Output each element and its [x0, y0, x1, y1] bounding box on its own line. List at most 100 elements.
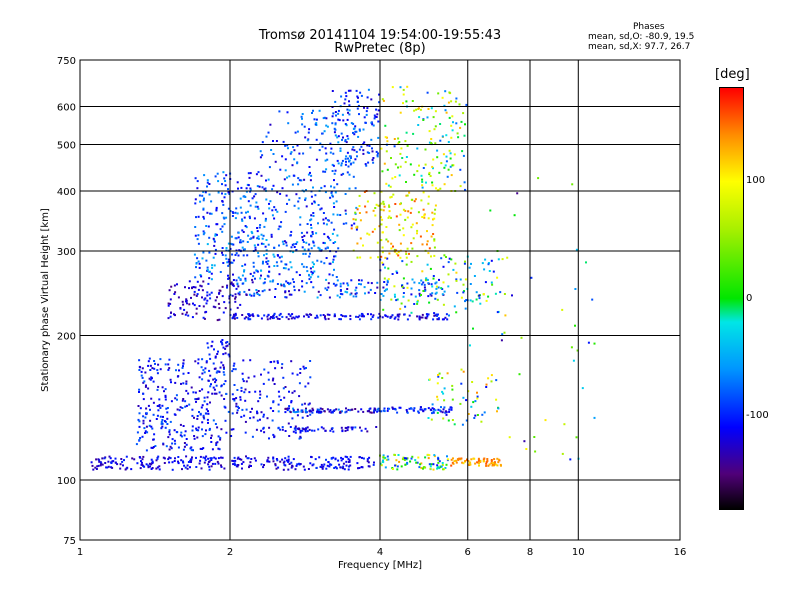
data-point	[406, 144, 409, 147]
data-point	[443, 166, 446, 169]
data-point	[244, 277, 247, 280]
data-point	[334, 134, 337, 137]
data-point	[424, 317, 427, 319]
data-point	[285, 194, 288, 197]
data-point	[490, 374, 493, 377]
data-point	[424, 163, 427, 166]
data-point	[254, 246, 257, 249]
data-point	[459, 402, 462, 405]
data-point	[347, 284, 350, 287]
data-point	[267, 456, 270, 459]
data-point	[353, 222, 356, 225]
data-point	[203, 231, 206, 234]
data-point	[259, 418, 261, 421]
data-point	[286, 281, 289, 284]
data-point	[239, 206, 242, 209]
data-point	[530, 276, 533, 279]
data-point	[461, 150, 464, 153]
data-point	[508, 436, 511, 439]
data-point	[426, 315, 429, 318]
data-point	[340, 426, 343, 429]
data-point	[283, 285, 286, 288]
data-point	[366, 232, 369, 235]
data-point	[411, 455, 414, 458]
data-point	[397, 137, 400, 140]
data-point	[476, 391, 478, 394]
data-point	[262, 415, 265, 418]
data-point	[296, 144, 299, 147]
data-point	[197, 234, 200, 237]
data-point	[334, 123, 337, 126]
data-point	[292, 281, 295, 283]
data-point	[481, 413, 484, 416]
data-point	[356, 462, 359, 465]
data-point	[334, 100, 337, 103]
data-point	[277, 254, 279, 257]
data-point	[222, 262, 225, 264]
data-point	[377, 120, 380, 123]
data-point	[427, 202, 430, 205]
data-point	[388, 210, 391, 213]
data-point	[155, 459, 158, 462]
data-point	[463, 262, 466, 265]
data-point	[249, 411, 252, 413]
data-point	[447, 419, 450, 422]
data-point	[294, 431, 297, 434]
data-point	[239, 239, 242, 242]
data-point	[309, 219, 312, 222]
data-point	[232, 279, 235, 281]
data-point	[247, 318, 250, 321]
data-point	[289, 261, 292, 264]
data-point	[342, 462, 345, 465]
data-point	[490, 380, 493, 383]
data-point	[95, 458, 98, 461]
data-point	[387, 407, 389, 410]
data-point	[348, 173, 351, 176]
data-point	[261, 237, 264, 240]
data-point	[201, 404, 204, 407]
data-point	[177, 375, 180, 378]
data-point	[183, 464, 186, 467]
data-point	[207, 410, 209, 413]
data-point	[199, 459, 202, 462]
data-point	[260, 174, 263, 177]
data-point	[373, 228, 376, 231]
data-point	[406, 286, 409, 289]
data-point	[576, 349, 579, 352]
data-point	[263, 188, 266, 191]
data-point	[371, 150, 374, 153]
data-point	[144, 432, 147, 434]
data-point	[325, 223, 328, 226]
data-point	[421, 180, 424, 183]
data-point	[445, 410, 447, 413]
data-point	[447, 101, 450, 104]
data-point	[380, 223, 383, 226]
data-point	[340, 132, 343, 135]
data-point	[183, 442, 186, 444]
data-point	[503, 293, 506, 295]
data-point	[284, 210, 287, 213]
data-point	[316, 259, 319, 262]
data-point	[260, 242, 263, 245]
data-point	[173, 293, 176, 295]
data-point	[503, 331, 506, 334]
data-point	[275, 261, 278, 264]
data-point	[225, 393, 228, 395]
data-point	[105, 466, 108, 469]
data-point	[153, 433, 156, 436]
data-point	[194, 360, 197, 363]
data-point	[431, 407, 434, 410]
data-point	[308, 428, 311, 431]
data-point	[265, 253, 268, 255]
data-point	[334, 466, 337, 469]
data-point	[464, 300, 466, 303]
data-point	[218, 289, 221, 292]
data-point	[367, 461, 370, 464]
data-point	[247, 376, 250, 379]
data-point	[398, 313, 401, 316]
data-point	[194, 234, 197, 237]
data-point	[385, 226, 388, 228]
data-point	[404, 463, 407, 466]
data-point	[402, 208, 405, 211]
